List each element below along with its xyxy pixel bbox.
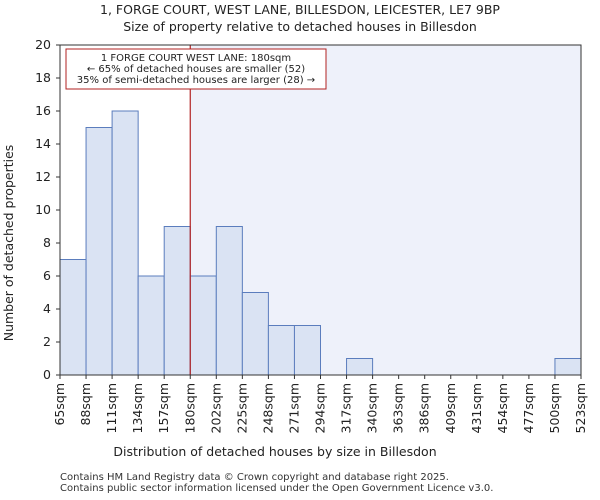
x-tick-label: 271sqm (286, 383, 301, 433)
chart-subtitle: Size of property relative to detached ho… (123, 19, 477, 34)
bar-202sqm (215, 226, 243, 376)
x-tick-label: 454sqm (495, 383, 510, 433)
x-tick-label: 317sqm (339, 383, 354, 433)
x-tick-label: 180sqm (182, 383, 197, 433)
footer-line-1: Contains HM Land Registry data © Crown c… (60, 472, 449, 483)
plot-area (59, 44, 582, 376)
bar-134sqm (137, 275, 165, 376)
y-tick-label: 10 (35, 202, 51, 217)
y-tick-label: 6 (43, 268, 51, 283)
chart-title: 1, FORGE COURT, WEST LANE, BILLESDON, LE… (100, 2, 500, 17)
bar-111sqm (111, 110, 139, 376)
x-tick-label: 363sqm (391, 383, 406, 433)
x-tick-label: 88sqm (78, 383, 93, 426)
x-tick-label: 294sqm (313, 383, 328, 433)
x-tick-label: 111sqm (104, 383, 119, 433)
y-tick-label: 18 (35, 70, 51, 85)
y-tick-label: 20 (35, 37, 51, 52)
bar-248sqm (267, 325, 295, 376)
x-tick-label: 523sqm (573, 383, 588, 433)
x-tick-label: 134sqm (130, 383, 145, 433)
x-tick-label: 225sqm (234, 383, 249, 433)
y-tick-label: 16 (35, 103, 51, 118)
bar-157sqm (163, 226, 191, 376)
bars-group (59, 110, 582, 376)
annotation-line-1: 1 FORGE COURT WEST LANE: 180sqm (101, 53, 291, 64)
x-tick-label: 386sqm (417, 383, 432, 433)
y-axis-ticks: 0 2 4 6 8 10 12 14 16 18 20 (35, 37, 60, 382)
y-tick-label: 4 (43, 301, 51, 316)
annotation-line-3: 35% of semi-detached houses are larger (… (77, 75, 315, 86)
footer-line-2: Contains public sector information licen… (60, 483, 494, 494)
bar-500sqm (554, 358, 582, 376)
x-tick-label: 477sqm (521, 383, 536, 433)
y-axis-label: Number of detached properties (1, 145, 16, 342)
bar-65sqm (59, 259, 87, 376)
bar-225sqm (241, 292, 269, 376)
annotation-border (65, 48, 327, 90)
bar-271sqm (293, 325, 322, 376)
bar-180sqm (189, 275, 217, 376)
x-tick-label: 157sqm (156, 383, 171, 433)
annotation-line-2: ← 65% of detached houses are smaller (52… (87, 64, 305, 75)
y-tick-label: 2 (43, 334, 51, 349)
x-tick-label: 202sqm (208, 383, 223, 433)
x-tick-label: 500sqm (547, 383, 562, 433)
y-tick-label: 8 (43, 235, 51, 250)
x-axis-label: Distribution of detached houses by size … (113, 444, 436, 459)
x-tick-label: 409sqm (443, 383, 458, 433)
x-tick-label: 340sqm (365, 383, 380, 433)
x-tick-label: 431sqm (469, 383, 484, 433)
y-tick-label: 14 (35, 136, 51, 151)
y-tick-label: 0 (43, 367, 51, 382)
x-tick-label: 248sqm (260, 383, 275, 433)
bar-317sqm (346, 358, 374, 376)
x-axis-ticks: 65sqm 88sqm 111sqm 134sqm 157sqm 180sqm 202sqm… (52, 375, 588, 433)
bar-88sqm (85, 127, 113, 376)
y-tick-label: 12 (35, 169, 51, 184)
x-tick-label: 65sqm (52, 383, 67, 426)
annotation-box: 1 FORGE COURT WEST LANE: 180sqm ← 65% of… (65, 48, 327, 90)
